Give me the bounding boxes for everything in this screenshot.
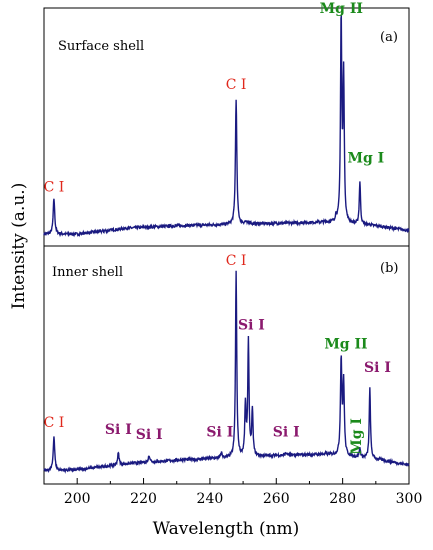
y-axis-title: Intensity (a.u.) — [9, 183, 29, 310]
panel-a-title: Surface shell — [58, 39, 144, 54]
x-axis-title: Wavelength (nm) — [153, 519, 300, 539]
panel-a-marks: C I C I Mg II Mg I — [43, 1, 410, 238]
peak-label-b-5: Si I — [238, 317, 265, 333]
spectrum-line-a — [43, 15, 410, 238]
peak-label-a-0: C I — [44, 179, 65, 195]
peak-label-b-8: Mg I — [349, 418, 365, 455]
peak-label-b-9: Si I — [364, 360, 391, 376]
x-tick-label-300: 300 — [396, 491, 423, 507]
peak-label-a-1: C I — [226, 77, 247, 93]
x-tick-label-280: 280 — [329, 491, 356, 507]
x-axis: 200 220 240 260 280 300 — [43, 478, 423, 507]
panel-b-frame — [43, 245, 410, 485]
peak-label-b-0: C I — [44, 415, 65, 431]
panel-b-title: Inner shell — [52, 265, 123, 280]
peak-label-b-3: Si I — [206, 424, 233, 440]
peak-label-b-6: Si I — [273, 424, 300, 440]
peak-label-b-4: C I — [226, 253, 247, 269]
peak-label-b-2: Si I — [136, 427, 163, 443]
peak-label-a-3: Mg I — [348, 151, 385, 167]
panel-a-tag: (a) — [380, 30, 398, 45]
panel-b-tag: (b) — [380, 261, 398, 276]
x-tick-label-240: 240 — [197, 491, 224, 507]
spectrum-line-b — [43, 270, 410, 474]
x-tick-label-200: 200 — [64, 491, 91, 507]
peak-label-b-7: Mg II — [324, 336, 367, 352]
x-tick-label-260: 260 — [263, 491, 290, 507]
peak-label-a-2: Mg II — [320, 1, 363, 17]
panel-a: C I C I Mg II Mg I Surface shell (a) — [43, 1, 410, 247]
peak-label-b-1: Si I — [105, 422, 132, 438]
x-tick-label-220: 220 — [130, 491, 157, 507]
